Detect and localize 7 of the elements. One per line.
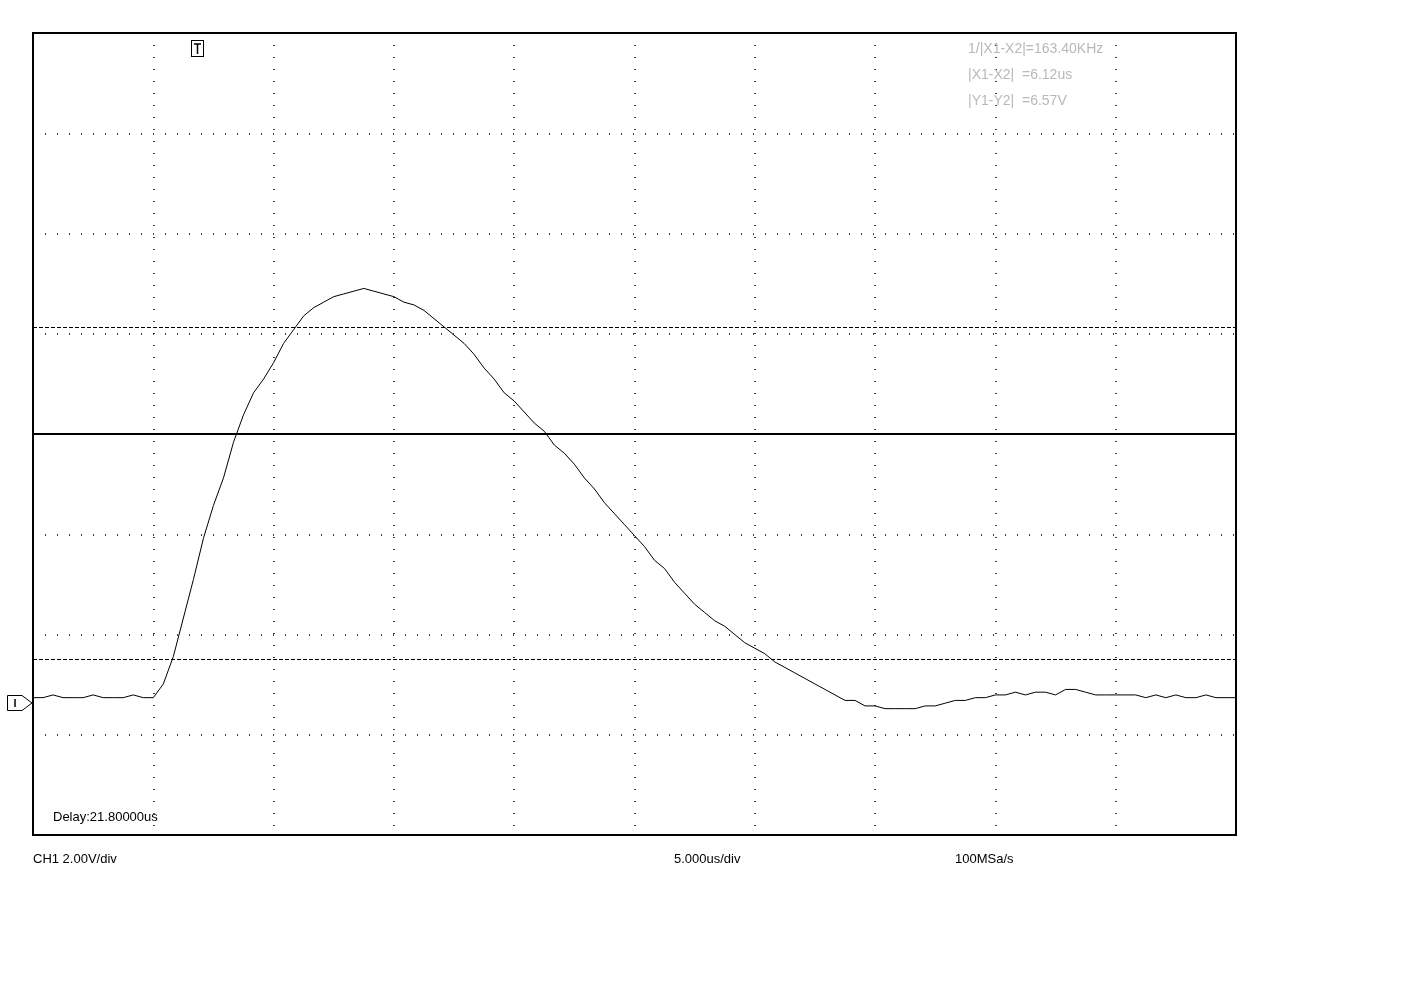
text: CH1 2.00V/div (33, 851, 118, 866)
text: Delay:21.80000us (53, 809, 159, 824)
text: 100MSa/s (955, 851, 1015, 866)
text: 1/|X1-X2|=163.40KHz (968, 40, 1104, 56)
text: |X1-X2| =6.12us (968, 66, 1073, 82)
text: 5.000us/div (674, 851, 741, 866)
text: |Y1-Y2| =6.57V (968, 92, 1068, 108)
